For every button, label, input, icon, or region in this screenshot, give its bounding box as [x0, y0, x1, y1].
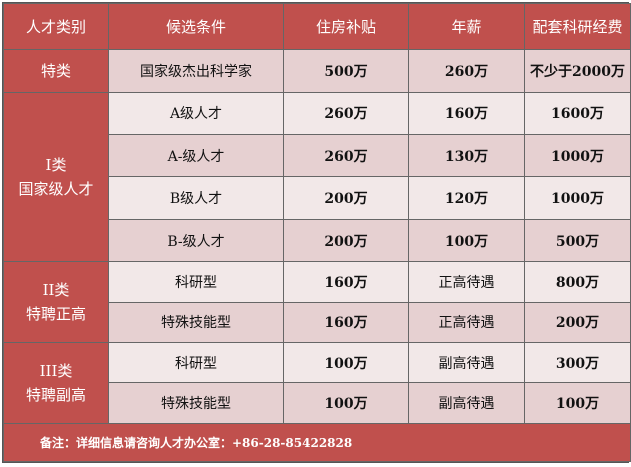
header-condition: 候选条件 [108, 2, 284, 51]
header-salary: 年薪 [408, 2, 525, 51]
condition-cell: 科研型 [108, 261, 284, 303]
table-row: A-级人才 260万 130万 1000万 [3, 134, 631, 178]
condition-cell: 科研型 [108, 341, 284, 384]
category-cell: III类特聘副高 [3, 341, 109, 424]
housing-cell: 160万 [283, 261, 409, 303]
category-sub: 特聘副高 [25, 385, 86, 404]
category-sub: 特聘正高 [25, 305, 86, 324]
funding-cell: 1000万 [524, 134, 631, 178]
funding-cell: 800万 [524, 261, 631, 303]
funding-cell: 100万 [524, 382, 631, 424]
housing-cell: 160万 [283, 301, 409, 343]
table-row: B-级人才 200万 100万 500万 [3, 218, 631, 263]
table-row: B级人才 200万 120万 1000万 [3, 176, 631, 220]
table-row: 特殊技能型 160万 正高待遇 200万 [3, 301, 631, 343]
category-sub: 国家级人才 [18, 179, 94, 198]
salary-cell: 120万 [408, 176, 525, 220]
table-row: 特类 国家级杰出科学家 500万 260万 不少于2000万 [3, 49, 631, 93]
category-cell: I类国家级人才 [3, 91, 109, 263]
category-cell: II类特聘正高 [3, 261, 109, 343]
footer-row: 备注：详细信息请咨询人才办公室：+86-28-85422828 [3, 422, 631, 463]
table-row: 特殊技能型 100万 副高待遇 100万 [3, 382, 631, 424]
category-name: II类 [42, 281, 70, 300]
condition-cell: A级人才 [108, 91, 284, 136]
header-row: 人才类别 候选条件 住房补贴 年薪 配套科研经费 [3, 2, 631, 51]
header-housing: 住房补贴 [283, 2, 409, 51]
salary-cell: 260万 [408, 49, 525, 93]
housing-cell: 200万 [283, 218, 409, 263]
funding-cell: 300万 [524, 341, 631, 384]
condition-cell: 特殊技能型 [108, 382, 284, 424]
funding-cell: 500万 [524, 218, 631, 263]
category-name: 特类 [40, 62, 71, 81]
funding-cell: 1600万 [524, 91, 631, 136]
table-row: I类 国家级人才 A级人才 260万 160万 1600万 [3, 91, 631, 263]
header-category: 人才类别 [3, 2, 109, 51]
salary-cell: 正高待遇 [408, 301, 525, 343]
condition-cell: B级人才 [108, 176, 284, 220]
funding-cell: 不少于2000万 [524, 49, 631, 93]
header-funding: 配套科研经费 [524, 2, 631, 51]
housing-cell: 260万 [283, 91, 409, 136]
condition-cell: 特殊技能型 [108, 301, 284, 343]
funding-cell: 1000万 [524, 176, 631, 220]
condition-cell: 国家级杰出科学家 [108, 49, 284, 93]
salary-cell: 正高待遇 [408, 261, 525, 303]
housing-cell: 100万 [283, 382, 409, 424]
salary-cell: 副高待遇 [408, 382, 525, 424]
housing-cell: 200万 [283, 176, 409, 220]
housing-cell: 500万 [283, 49, 409, 93]
category-name: I类 [45, 155, 67, 174]
funding-cell: 200万 [524, 301, 631, 343]
table-row: III类 特聘副高 科研型 100万 副高待遇 300万 [3, 341, 631, 424]
condition-cell: B-级人才 [108, 218, 284, 263]
salary-cell: 副高待遇 [408, 341, 525, 384]
housing-cell: 260万 [283, 134, 409, 178]
salary-cell: 130万 [408, 134, 525, 178]
category-name: III类 [39, 361, 73, 380]
salary-cell: 160万 [408, 91, 525, 136]
condition-cell: A-级人才 [108, 134, 284, 178]
salary-cell: 100万 [408, 218, 525, 263]
category-cell: 特类 [3, 49, 109, 93]
contact-note: 备注：详细信息请咨询人才办公室：+86-28-85422828 [3, 422, 631, 463]
table-row: II类 特聘正高 科研型 160万 正高待遇 800万 [3, 261, 631, 343]
housing-cell: 100万 [283, 341, 409, 384]
